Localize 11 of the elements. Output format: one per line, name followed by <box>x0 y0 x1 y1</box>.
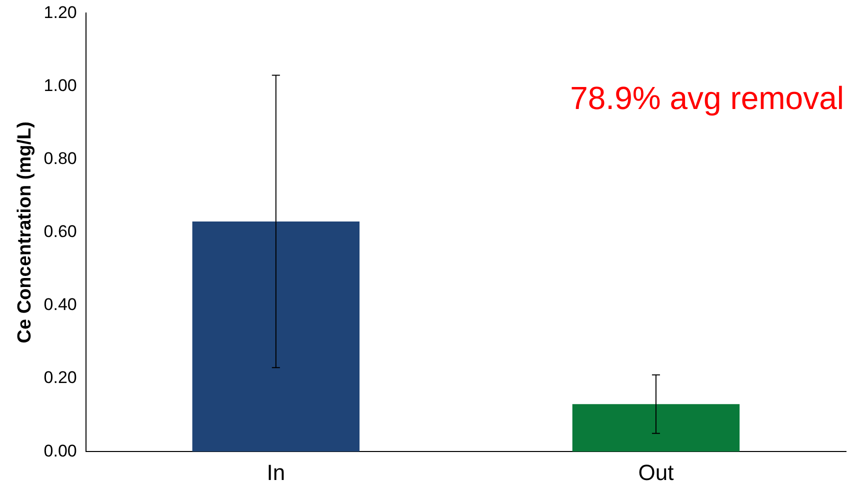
y-tick-label: 1.20 <box>44 2 77 22</box>
y-tick-label: 0.00 <box>44 441 77 460</box>
y-tick-label: 0.60 <box>44 222 77 242</box>
y-tick-label: 0.40 <box>44 295 77 314</box>
x-tick-label: In <box>266 460 286 485</box>
y-axis-title: Ce Concentration (mg/L) <box>14 122 36 344</box>
x-tick-label: Out <box>638 460 674 485</box>
y-tick-label: 0.80 <box>44 149 77 168</box>
annotation: 78.9% avg removal <box>570 80 844 116</box>
y-tick-label: 0.20 <box>44 368 77 388</box>
y-tick-label: 1.00 <box>44 76 77 95</box>
